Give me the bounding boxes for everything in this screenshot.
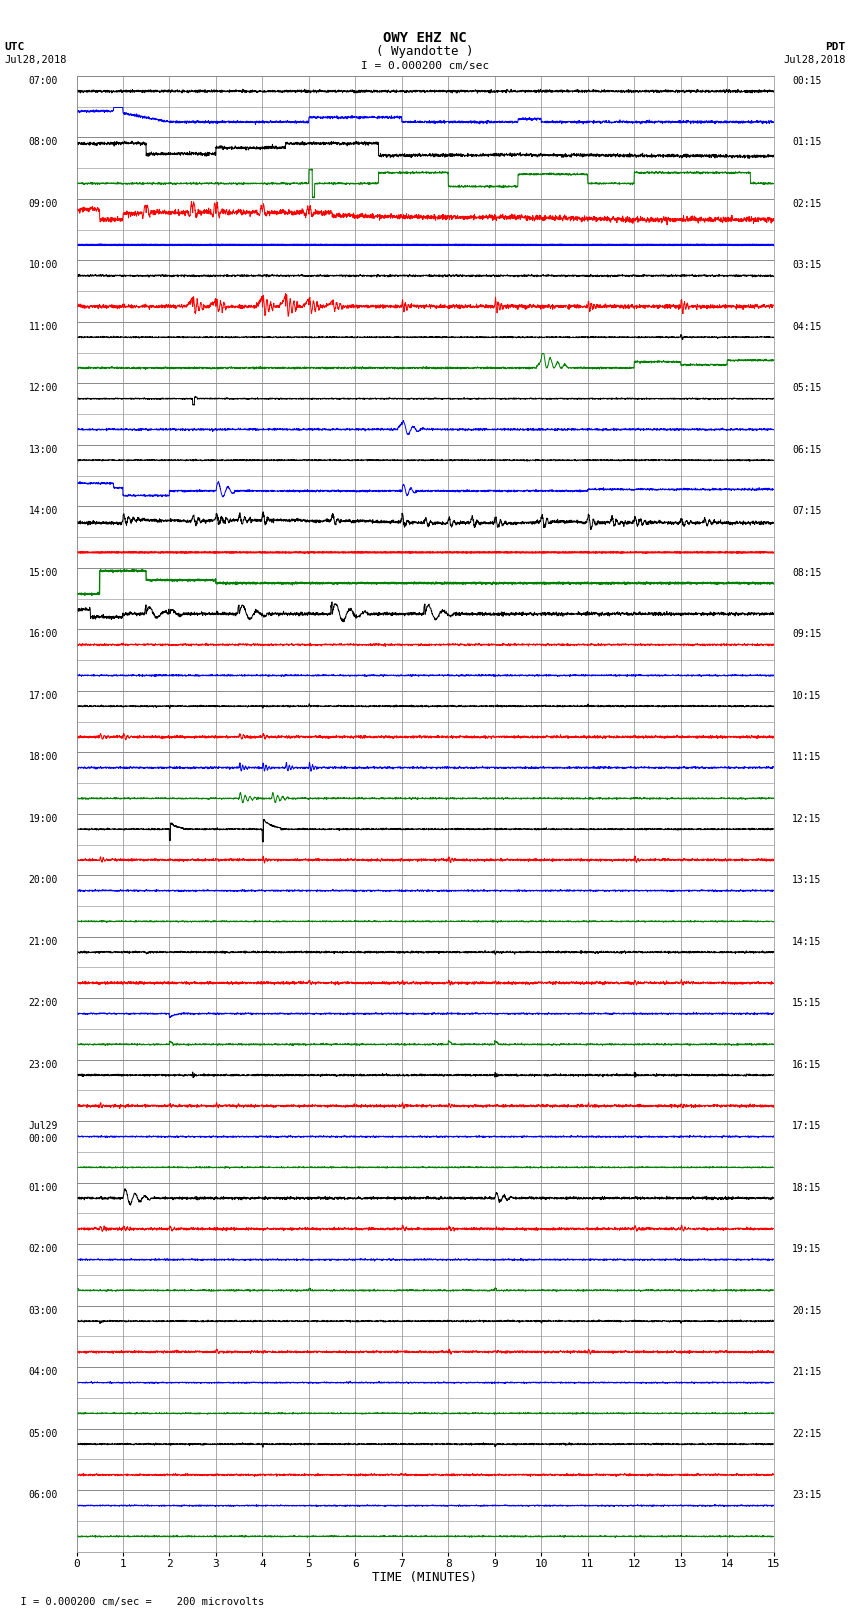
Text: 00:15: 00:15	[792, 76, 821, 85]
Text: 06:15: 06:15	[792, 445, 821, 455]
Text: 22:15: 22:15	[792, 1429, 821, 1439]
Text: 12:15: 12:15	[792, 815, 821, 824]
Text: 06:00: 06:00	[29, 1490, 58, 1500]
Text: 16:15: 16:15	[792, 1060, 821, 1069]
Text: 23:15: 23:15	[792, 1490, 821, 1500]
Text: 03:15: 03:15	[792, 260, 821, 271]
Text: 09:15: 09:15	[792, 629, 821, 639]
Text: 21:00: 21:00	[29, 937, 58, 947]
Text: UTC: UTC	[4, 42, 25, 52]
Text: PDT: PDT	[825, 42, 846, 52]
Text: 07:00: 07:00	[29, 76, 58, 85]
Text: 14:15: 14:15	[792, 937, 821, 947]
Text: I = 0.000200 cm/sec: I = 0.000200 cm/sec	[361, 61, 489, 71]
Text: 05:00: 05:00	[29, 1429, 58, 1439]
Text: 10:15: 10:15	[792, 690, 821, 700]
Text: 04:15: 04:15	[792, 323, 821, 332]
Text: 19:00: 19:00	[29, 815, 58, 824]
Text: 03:00: 03:00	[29, 1307, 58, 1316]
Text: I = 0.000200 cm/sec =    200 microvolts: I = 0.000200 cm/sec = 200 microvolts	[8, 1597, 264, 1607]
Text: Jul28,2018: Jul28,2018	[783, 55, 846, 65]
Text: 07:15: 07:15	[792, 506, 821, 516]
Text: 13:15: 13:15	[792, 876, 821, 886]
Text: 08:00: 08:00	[29, 137, 58, 147]
Text: 01:00: 01:00	[29, 1182, 58, 1192]
Text: Jul29: Jul29	[29, 1121, 58, 1131]
Text: 02:15: 02:15	[792, 198, 821, 208]
Text: 20:15: 20:15	[792, 1307, 821, 1316]
Text: 15:15: 15:15	[792, 998, 821, 1008]
Text: 05:15: 05:15	[792, 384, 821, 394]
Text: 04:00: 04:00	[29, 1368, 58, 1378]
Text: 13:00: 13:00	[29, 445, 58, 455]
Text: 15:00: 15:00	[29, 568, 58, 577]
Text: 00:00: 00:00	[29, 1134, 58, 1144]
Text: 11:00: 11:00	[29, 323, 58, 332]
Text: 08:15: 08:15	[792, 568, 821, 577]
Text: 02:00: 02:00	[29, 1244, 58, 1255]
Text: 18:15: 18:15	[792, 1182, 821, 1192]
Text: 21:15: 21:15	[792, 1368, 821, 1378]
Text: 23:00: 23:00	[29, 1060, 58, 1069]
Text: 17:00: 17:00	[29, 690, 58, 700]
X-axis label: TIME (MINUTES): TIME (MINUTES)	[372, 1571, 478, 1584]
Text: 10:00: 10:00	[29, 260, 58, 271]
Text: 20:00: 20:00	[29, 876, 58, 886]
Text: 16:00: 16:00	[29, 629, 58, 639]
Text: 22:00: 22:00	[29, 998, 58, 1008]
Text: 11:15: 11:15	[792, 752, 821, 763]
Text: 12:00: 12:00	[29, 384, 58, 394]
Text: 09:00: 09:00	[29, 198, 58, 208]
Text: 17:15: 17:15	[792, 1121, 821, 1131]
Text: 14:00: 14:00	[29, 506, 58, 516]
Text: 19:15: 19:15	[792, 1244, 821, 1255]
Text: Jul28,2018: Jul28,2018	[4, 55, 67, 65]
Text: OWY EHZ NC: OWY EHZ NC	[383, 31, 467, 45]
Text: ( Wyandotte ): ( Wyandotte )	[377, 45, 473, 58]
Text: 01:15: 01:15	[792, 137, 821, 147]
Text: 18:00: 18:00	[29, 752, 58, 763]
